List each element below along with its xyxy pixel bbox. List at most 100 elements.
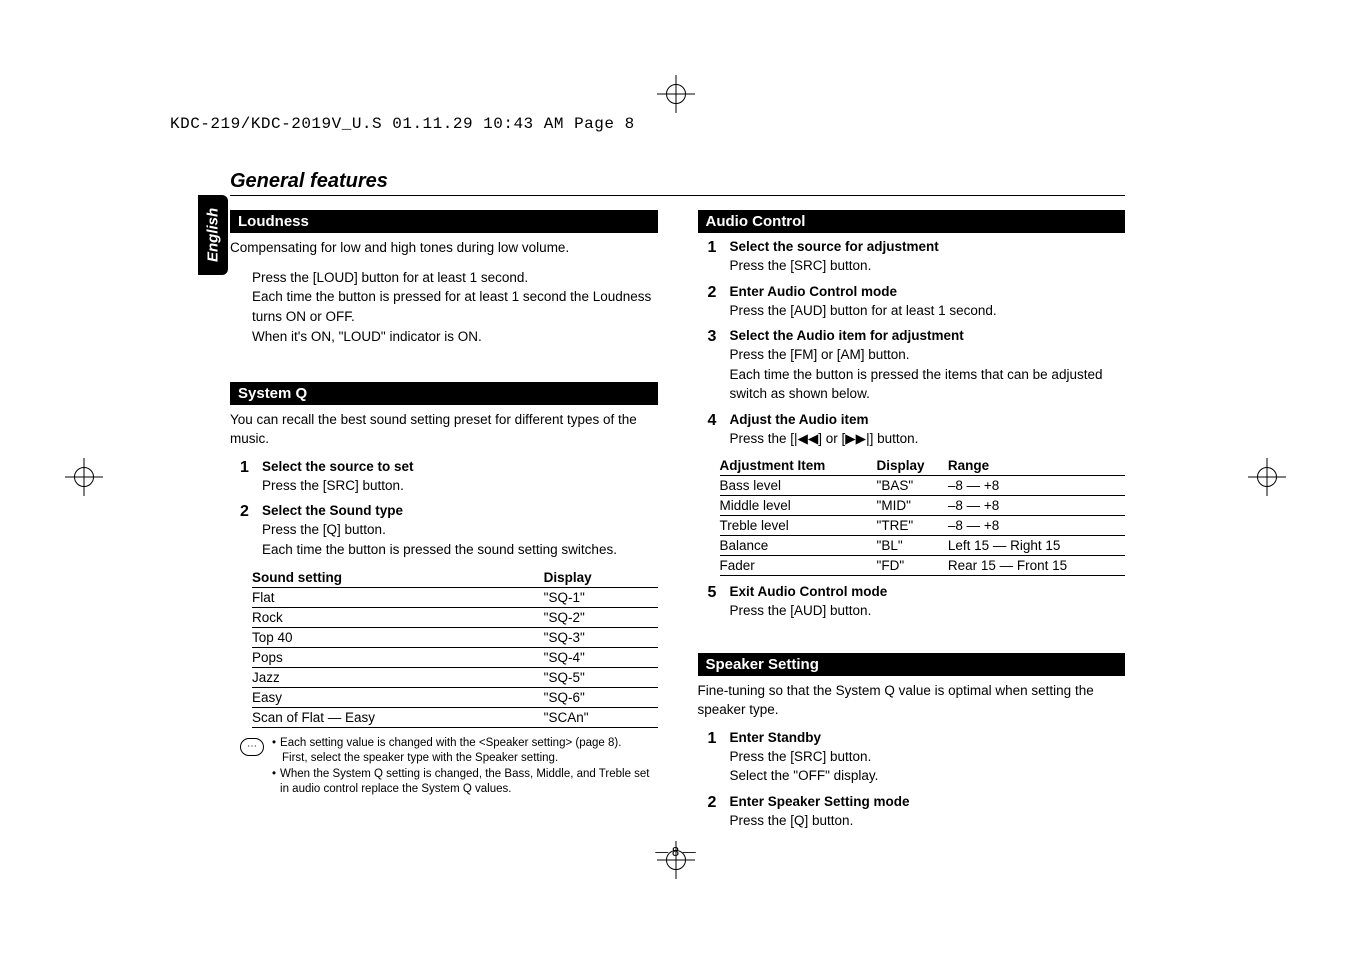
table-row: Flat"SQ-1" [252,587,658,607]
note-block: ⋯ •Each setting value is changed with th… [240,736,658,798]
step-title: Select the Sound type [262,503,658,518]
cell: "SCAn" [544,707,658,727]
step-number: 2 [708,284,722,321]
cell: "SQ-3" [544,627,658,647]
print-header: KDC-219/KDC-2019V_U.S 01.11.29 10:43 AM … [170,115,635,133]
audio-step4: 4 Adjust the Audio item Press the [|◀◀] … [708,412,1126,449]
step-title: Enter Standby [730,730,1126,745]
table-header: Range [948,456,1125,476]
crop-mark-top [657,75,695,113]
table-row: Balance"BL"Left 15 — Right 15 [720,536,1126,556]
note-line: When the System Q setting is changed, th… [280,767,657,798]
step-title: Select the source for adjustment [730,239,1126,254]
cell: "MID" [877,496,948,516]
cell: "TRE" [877,516,948,536]
bullet: • [272,736,276,752]
systemq-lead: You can recall the best sound setting pr… [230,411,658,449]
audio-step2: 2 Enter Audio Control mode Press the [AU… [708,284,1126,321]
cell: Balance [720,536,877,556]
step-text: Each time the button is pressed the soun… [262,540,658,560]
step-text: Press the [AUD] button for at least 1 se… [730,301,1126,321]
audio-step1: 1 Select the source for adjustment Press… [708,239,1126,276]
step-title: Enter Audio Control mode [730,284,1126,299]
step-number: 1 [240,459,254,496]
cell: "FD" [877,556,948,576]
bullet: • [272,767,276,798]
table-row: Pops"SQ-4" [252,647,658,667]
table-row: Jazz"SQ-5" [252,667,658,687]
step-title: Adjust the Audio item [730,412,1126,427]
cell: Fader [720,556,877,576]
cell: –8 — +8 [948,476,1125,496]
step-number: 1 [708,239,722,276]
step-title: Select the source to set [262,459,658,474]
loudness-line1: Press the [LOUD] button for at least 1 s… [252,268,658,288]
step-number: 2 [708,794,722,831]
table-header: Display [544,568,658,588]
crop-mark-right [1248,458,1286,496]
sound-setting-table: Sound setting Display Flat"SQ-1" Rock"SQ… [252,568,658,728]
speaker-step1: 1 Enter Standby Press the [SRC] button. … [708,730,1126,786]
page-number: — 8 — [655,844,695,859]
table-header: Sound setting [252,568,544,588]
loudness-line3: When it's ON, "LOUD" indicator is ON. [252,327,658,347]
step-title: Exit Audio Control mode [730,584,1126,599]
step-number: 5 [708,584,722,621]
speaker-step2: 2 Enter Speaker Setting mode Press the [… [708,794,1126,831]
cell: –8 — +8 [948,516,1125,536]
audio-step3: 3 Select the Audio item for adjustment P… [708,328,1126,404]
cell: Easy [252,687,544,707]
step-title: Enter Speaker Setting mode [730,794,1126,809]
loudness-line2: Each time the button is pressed for at l… [252,287,658,326]
section-audio-title: Audio Control [698,210,1126,233]
table-row: Easy"SQ-6" [252,687,658,707]
note-line: Each setting value is changed with the <… [280,736,621,752]
step-number: 3 [708,328,722,404]
loudness-lead: Compensating for low and high tones duri… [230,239,658,258]
cell: Bass level [720,476,877,496]
note-icon: ⋯ [240,738,264,756]
section-speaker-title: Speaker Setting [698,653,1126,676]
step-text: Press the [SRC] button. [730,256,1126,276]
language-tab: English [198,195,228,275]
step-title: Select the Audio item for adjustment [730,328,1126,343]
cell: –8 — +8 [948,496,1125,516]
table-row: Fader"FD"Rear 15 — Front 15 [720,556,1126,576]
table-header: Display [877,456,948,476]
left-column: Loudness Compensating for low and high t… [230,204,658,838]
cell: Flat [252,587,544,607]
cell: Scan of Flat — Easy [252,707,544,727]
cell: "SQ-5" [544,667,658,687]
step-text: Each time the button is pressed the item… [730,365,1126,404]
cell: Top 40 [252,627,544,647]
crop-mark-left [65,458,103,496]
table-row: Middle level"MID"–8 — +8 [720,496,1126,516]
step-text: Press the [Q] button. [262,520,658,540]
table-row: Treble level"TRE"–8 — +8 [720,516,1126,536]
cell: "SQ-2" [544,607,658,627]
cell: Middle level [720,496,877,516]
right-column: Audio Control 1 Select the source for ad… [698,204,1126,838]
page-title: General features [230,170,1125,196]
table-row: Top 40"SQ-3" [252,627,658,647]
table-header: Adjustment Item [720,456,877,476]
table-row: Bass level"BAS"–8 — +8 [720,476,1126,496]
step-text: Press the [AUD] button. [730,601,1126,621]
step-text: Select the "OFF" display. [730,766,1126,786]
step-number: 4 [708,412,722,449]
cell: Rear 15 — Front 15 [948,556,1125,576]
audio-step5: 5 Exit Audio Control mode Press the [AUD… [708,584,1126,621]
cell: Left 15 — Right 15 [948,536,1125,556]
systemq-step2: 2 Select the Sound type Press the [Q] bu… [240,503,658,559]
section-loudness-title: Loudness [230,210,658,233]
step-number: 1 [708,730,722,786]
cell: "SQ-1" [544,587,658,607]
cell: Jazz [252,667,544,687]
step-text: Press the [FM] or [AM] button. [730,345,1126,365]
step-text: Press the [Q] button. [730,811,1126,831]
cell: "BAS" [877,476,948,496]
speaker-lead: Fine-tuning so that the System Q value i… [698,682,1126,720]
adjustment-table: Adjustment Item Display Range Bass level… [720,456,1126,576]
section-systemq-title: System Q [230,382,658,405]
cell: Pops [252,647,544,667]
